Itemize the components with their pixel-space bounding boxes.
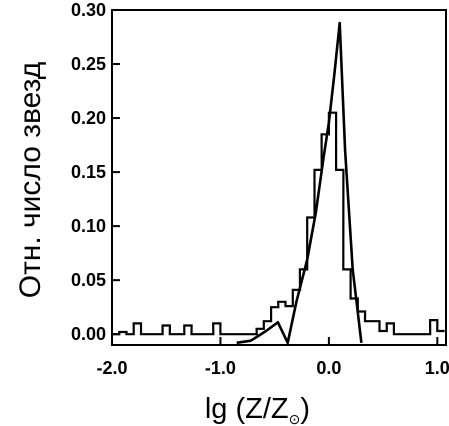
y-tick-label: 0.20: [71, 108, 106, 128]
y-axis-title: Отн. число звезд: [14, 62, 47, 299]
x-tick-label: 0.0: [316, 358, 341, 378]
x-axis-title: lg (Z/Z⊙): [205, 393, 310, 426]
x-axis-title-sub: ⊙: [289, 411, 301, 426]
model-curve-series: [236, 21, 363, 345]
y-tick-label: 0.00: [71, 324, 106, 344]
x-tick-label: -1.0: [205, 358, 236, 378]
x-axis-title-close: ): [300, 393, 310, 425]
y-tick-label: 0.05: [71, 270, 106, 290]
y-axis-ticks: 0.00 0.05 0.10 0.15 0.20 0.25 0.30: [71, 0, 120, 344]
series-layer: [112, 21, 445, 345]
histogram-series: [112, 111, 445, 336]
x-tick-label: 1.0: [425, 358, 449, 378]
y-tick-label: 0.25: [71, 54, 106, 74]
y-tick-label: 0.10: [71, 216, 106, 236]
plot-frame: [111, 9, 447, 346]
y-tick-label: 0.15: [71, 162, 106, 182]
y-tick-label: 0.30: [71, 0, 106, 20]
x-tick-label: -2.0: [96, 358, 127, 378]
x-axis-ticks: -2.0 -1.0 0.0 1.0: [96, 337, 449, 378]
x-axis-title-main: lg (Z/Z: [205, 393, 289, 425]
